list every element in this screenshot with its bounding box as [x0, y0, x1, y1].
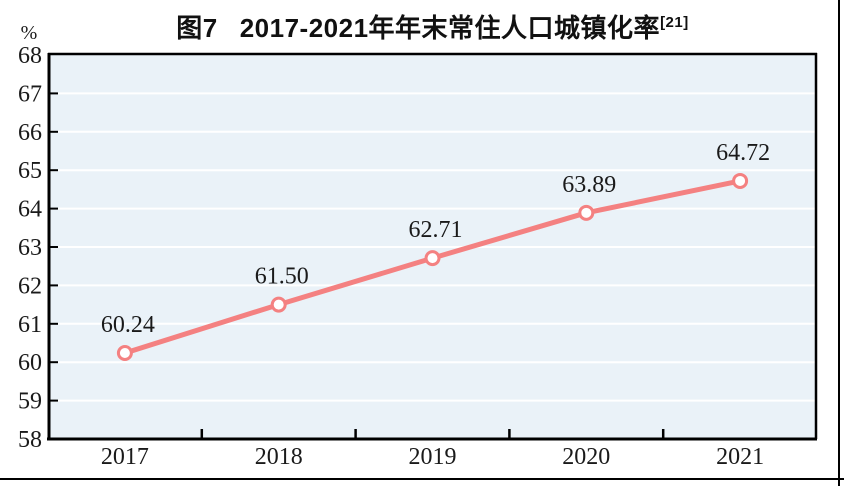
- y-axis-tick-label: 64: [18, 197, 42, 223]
- y-axis-tick-label: 62: [18, 273, 42, 299]
- y-axis-tick-label: 68: [18, 43, 42, 69]
- y-axis-tick-label: 67: [18, 81, 42, 107]
- chart-title: 图7 2017-2021年年末常住人口城镇化率[21]: [48, 8, 817, 45]
- data-point-label: 63.89: [562, 172, 616, 198]
- y-axis-tick-label: 63: [18, 235, 42, 261]
- y-axis-unit-label: %: [20, 22, 38, 44]
- page-rule-right: [838, 0, 840, 486]
- x-axis-tick-label: 2019: [409, 444, 457, 470]
- chart-title-footnote-ref: [21]: [660, 14, 689, 31]
- y-axis-tick-label: 61: [18, 312, 42, 338]
- x-axis-tick-label: 2020: [562, 444, 610, 470]
- y-axis-tick-label: 58: [18, 427, 42, 453]
- y-axis-tick-label: 65: [18, 158, 42, 184]
- y-axis-tick-label: 60: [18, 350, 42, 376]
- data-point-marker: [270, 296, 287, 313]
- data-point-marker: [578, 204, 595, 221]
- data-point-label: 60.24: [101, 312, 155, 338]
- data-point-marker: [732, 172, 749, 189]
- x-axis-tick-label: 2018: [255, 444, 303, 470]
- data-point-marker: [424, 250, 441, 267]
- data-point-label: 62.71: [409, 217, 463, 243]
- x-axis-tick-label: 2021: [716, 444, 764, 470]
- data-point-marker: [116, 344, 133, 361]
- x-axis-tick-label: 2017: [101, 444, 149, 470]
- data-point-label: 64.72: [716, 140, 770, 166]
- chart-title-prefix: 图7: [176, 13, 218, 43]
- y-axis-tick-label: 59: [18, 389, 42, 415]
- data-point-label: 61.50: [255, 264, 309, 290]
- chart-title-text: 2017-2021年年末常住人口城镇化率: [239, 13, 661, 43]
- y-axis-tick-label: 66: [18, 120, 42, 146]
- page-rule-bottom: [0, 478, 844, 480]
